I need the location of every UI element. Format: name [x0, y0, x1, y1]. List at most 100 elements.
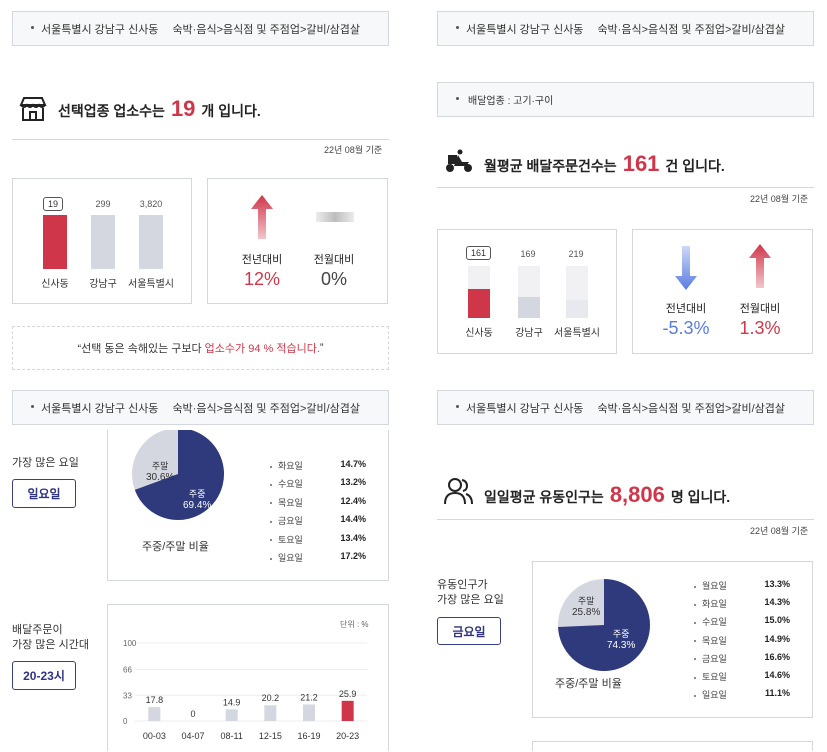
y-tick-label: 33	[123, 691, 132, 700]
y-tick-label: 100	[123, 639, 137, 648]
x-tick-label: 08-11	[220, 731, 242, 741]
bar-12-15	[264, 705, 277, 721]
weekday-row: 월요일 13.3%	[694, 579, 790, 592]
delivery-count-title: 월평균 배달주문건수는 161 건 입니다.	[484, 151, 725, 176]
floating-pop-value: 8,806	[609, 482, 665, 507]
breadcrumb-category[interactable]: 숙박·음식>음식점 및 주점업>갈비/삼겹살	[597, 402, 786, 415]
y-tick-label: 0	[123, 717, 128, 726]
busiest-day-label: 유동인구가	[437, 579, 488, 591]
pie-weekday	[558, 579, 650, 671]
time-bar-chart: 100 66 33 0 17.8 00-03 0 04-07 14.9 08-11 20.2 12-1…	[123, 639, 367, 741]
busiest-day-button[interactable]: 일요일	[12, 479, 76, 508]
breadcrumb-category[interactable]: 숙박·음식>음식점 및 주점업>갈비/삼겹살	[172, 23, 361, 36]
bar-value: 3,820	[139, 199, 163, 209]
bar-value: 219	[568, 249, 584, 259]
store-count-title: 선택업종 업소수는 19 개 입니다.	[58, 96, 261, 121]
bar-label: 강남구	[515, 328, 543, 339]
bar-label: 신사동	[465, 328, 493, 339]
y-tick-label: 66	[123, 666, 132, 675]
pie-weekend-label: 주말 30.6%	[146, 461, 175, 483]
busiest-time-button[interactable]: 20-23시	[12, 661, 76, 690]
breadcrumb: 서울특별시 강남구 신사동 숙박·음식>음식점 및 주점업>갈비/삼겹살	[12, 390, 389, 425]
weekday-weekend-pie	[558, 579, 650, 671]
breadcrumb: 서울특별시 강남구 신사동 숙박·음식>음식점 및 주점업>갈비/삼겹살	[437, 11, 814, 46]
basis-date: 22년 08월 기준	[750, 194, 809, 204]
delivery-time-label: 가장 많은 시간대	[12, 639, 89, 651]
weekday-row: 화요일 14.7%	[270, 459, 366, 472]
pie-weekday-label: 주중 69.4%	[183, 489, 212, 511]
bar-label: 서울특별시	[128, 279, 174, 290]
bar-label: 신사동	[41, 279, 69, 290]
people-icon	[444, 478, 473, 505]
store-icon	[19, 97, 47, 121]
store-count-chart: 19 299 3,820 신사동 강남구 서울특별시	[12, 178, 192, 304]
bar-08-11	[225, 709, 238, 721]
arrow-down-icon	[675, 246, 697, 290]
bar-value: 299	[95, 199, 111, 209]
delivery-count-chart: 161 169 219 신사동 강남구 서울특별시	[437, 229, 617, 354]
weekday-row: 일요일 11.1%	[694, 688, 790, 701]
weekday-row: 수요일 13.2%	[270, 477, 366, 490]
breadcrumb-region[interactable]: 서울특별시 강남구 신사동	[41, 402, 159, 415]
data-label: 17.8	[146, 695, 164, 705]
delivery-count-value: 161	[622, 151, 660, 176]
floating-pop-title: 일일평균 유동인구는 8,806 명 입니다.	[484, 482, 731, 507]
weekday-row: 일요일 17.2%	[270, 551, 366, 564]
comparison-note: “선택 동은 속해있는 구보다 업소수가 94 % 적습니다.”	[12, 326, 389, 370]
bar-gangnam	[518, 297, 540, 318]
x-tick-label: 12-15	[259, 731, 282, 741]
bar-seoul	[566, 300, 588, 318]
data-label: 14.9	[223, 697, 241, 707]
mom-label: 전월대비	[739, 303, 781, 315]
breadcrumb: 서울특별시 강남구 신사동 숙박·음식>음식점 및 주점업>갈비/삼겹살	[12, 11, 389, 46]
pie-weekday	[134, 430, 225, 520]
bar-value: 169	[520, 249, 536, 259]
delivery-type-box: 배달업종 : 고기·구이	[437, 82, 814, 117]
busiest-day-label: 가장 많은 요일	[12, 457, 79, 469]
bar-value-tag: 161	[466, 246, 492, 260]
bar-sinsa	[468, 289, 490, 318]
arrow-up-icon	[251, 195, 273, 239]
breadcrumb-category[interactable]: 숙박·음식>음식점 및 주점업>갈비/삼겹살	[597, 23, 786, 36]
weekday-row: 금요일 14.4%	[270, 514, 366, 527]
pie-weekday-label: 주중 74.3%	[607, 629, 636, 651]
yoy-value: 12%	[243, 269, 281, 289]
weekday-ratio-box: 주말 25.8% 주중 74.3% 주중/주말 비율 월요일 13.3% 화요일 14.3…	[532, 561, 813, 718]
bar-20-23	[341, 700, 354, 721]
breadcrumb-region[interactable]: 서울특별시 강남구 신사동	[41, 23, 159, 36]
store-change-box: 전년대비 전월대비 12% 0%	[207, 178, 388, 304]
arrow-up-icon	[749, 244, 771, 288]
bar-sinsa	[43, 215, 67, 269]
weekday-row: 목요일 14.9%	[694, 634, 790, 647]
busiest-day-button[interactable]: 금요일	[437, 617, 501, 645]
data-label: 0	[190, 709, 195, 719]
x-tick-label: 00-03	[143, 731, 166, 741]
x-tick-label: 20-23	[336, 731, 359, 741]
pie-caption: 주중/주말 비율	[555, 678, 622, 690]
bar-label: 서울특별시	[554, 328, 600, 339]
delivery-time-chart: 단위 : % 100 66 33 0 17.8 00-03 0 04-07 14.9 08-11 2…	[107, 604, 389, 751]
basis-date: 22년 08월 기준	[750, 526, 809, 536]
yoy-value: -5.3%	[662, 318, 710, 338]
weekday-row: 화요일 14.3%	[694, 597, 790, 610]
weekday-row: 수요일 15.0%	[694, 615, 790, 628]
chart-unit: 단위 : %	[340, 620, 369, 629]
data-label: 21.2	[300, 692, 318, 702]
delivery-scooter-icon	[446, 149, 472, 172]
basis-date: 22년 08월 기준	[324, 145, 383, 155]
data-label: 20.2	[262, 693, 280, 703]
busiest-day-label: 가장 많은 요일	[437, 594, 504, 606]
bar-value-tag: 19	[43, 197, 64, 211]
pie-caption: 주중/주말 비율	[142, 541, 209, 553]
breadcrumb-region[interactable]: 서울특별시 강남구 신사동	[466, 23, 584, 36]
bar-00-03	[148, 707, 161, 721]
breadcrumb-region[interactable]: 서울특별시 강남구 신사동	[466, 402, 584, 415]
delivery-type: 배달업종 : 고기·구이	[468, 96, 554, 107]
pie-weekend-label: 주말 25.8%	[572, 596, 601, 618]
mom-label: 전월대비	[313, 254, 355, 266]
no-change-icon	[316, 212, 354, 222]
yoy-label: 전년대비	[665, 303, 707, 315]
breadcrumb: 서울특별시 강남구 신사동 숙박·음식>음식점 및 주점업>갈비/삼겹살	[437, 390, 814, 425]
breadcrumb-category[interactable]: 숙박·음식>음식점 및 주점업>갈비/삼겹살	[172, 402, 361, 415]
delivery-change-box: 전년대비 전월대비 -5.3% 1.3%	[632, 229, 813, 354]
